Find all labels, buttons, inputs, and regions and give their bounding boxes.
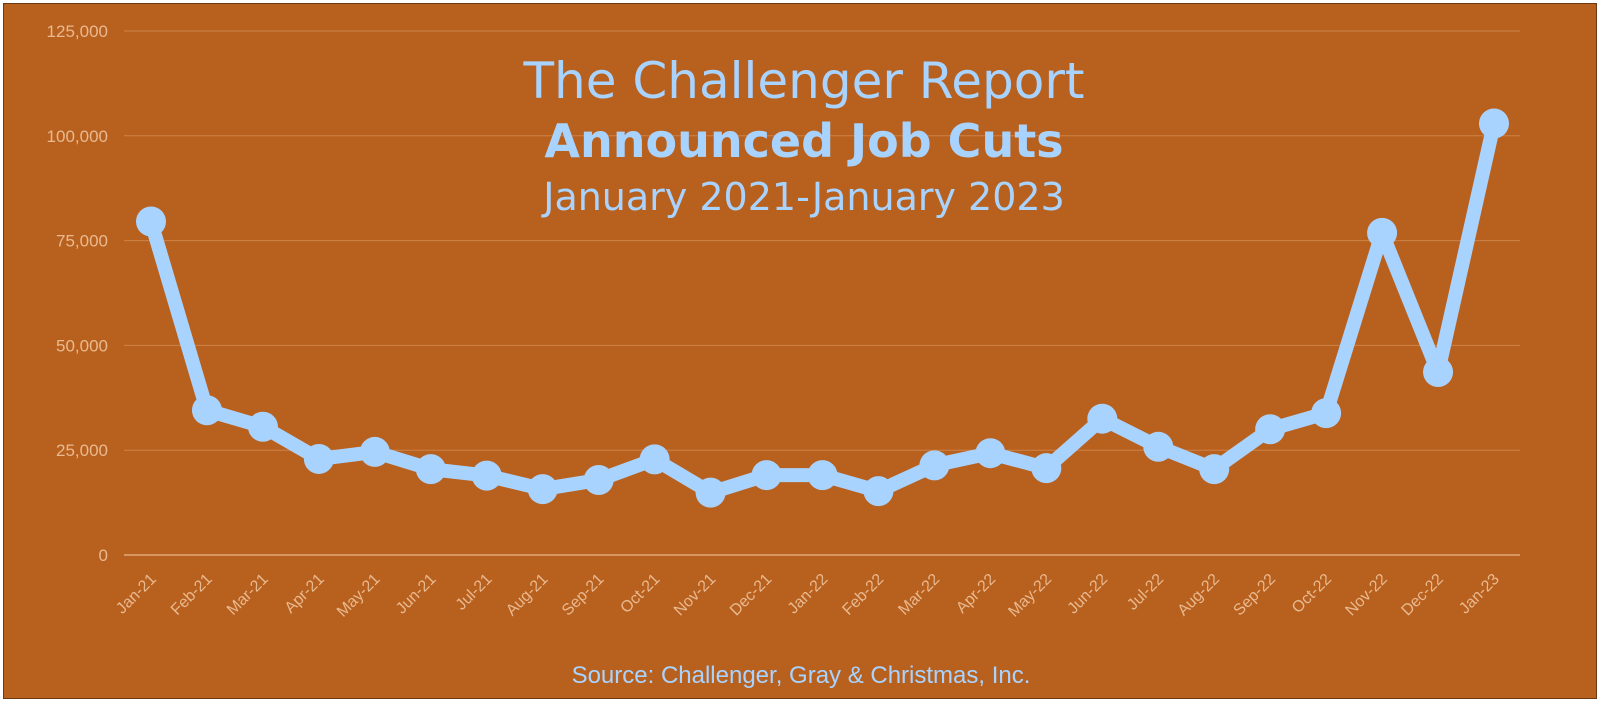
data-point-dec-22 bbox=[1423, 357, 1454, 388]
data-point-apr-22 bbox=[975, 438, 1006, 469]
y-tick-label: 25,000 bbox=[56, 441, 108, 460]
y-tick-label: 0 bbox=[99, 546, 108, 565]
chart-source: Source: Challenger, Gray & Christmas, In… bbox=[571, 662, 1031, 689]
y-tick-label: 125,000 bbox=[47, 22, 108, 41]
y-axis-tick-labels: 0 25,000 50,000 75,000 100,000 125,000 bbox=[47, 22, 108, 565]
data-point-aug-22 bbox=[1199, 454, 1230, 485]
data-point-jun-21 bbox=[415, 454, 446, 485]
y-tick-label: 50,000 bbox=[56, 336, 108, 355]
chart-title: The Challenger Report bbox=[523, 52, 1085, 110]
y-tick-label: 75,000 bbox=[56, 232, 108, 251]
data-point-sep-21 bbox=[583, 464, 614, 495]
data-point-jan-21 bbox=[136, 206, 166, 237]
data-point-oct-22 bbox=[1311, 398, 1342, 429]
data-point-apr-21 bbox=[303, 443, 334, 474]
data-point-jan-22 bbox=[807, 460, 838, 491]
data-point-jul-22 bbox=[1143, 431, 1174, 462]
data-point-nov-22 bbox=[1367, 217, 1398, 248]
data-point-jun-22 bbox=[1087, 403, 1118, 434]
data-point-feb-21 bbox=[191, 395, 222, 426]
data-point-jul-21 bbox=[471, 460, 502, 491]
chart-subtitle-bold: Announced Job Cuts bbox=[544, 114, 1064, 168]
data-point-may-22 bbox=[1031, 453, 1062, 484]
chart-subtitle: January 2021-January 2023 bbox=[543, 175, 1065, 219]
series-job-cuts bbox=[136, 108, 1509, 508]
chart-background bbox=[4, 4, 1596, 698]
data-point-mar-22 bbox=[919, 450, 950, 481]
chart-title-block: The Challenger Report Announced Job Cuts… bbox=[504, 56, 1104, 216]
data-point-oct-21 bbox=[639, 444, 670, 475]
y-tick-label: 100,000 bbox=[47, 127, 108, 146]
data-point-may-21 bbox=[359, 436, 390, 467]
data-point-mar-21 bbox=[247, 411, 278, 442]
data-point-sep-22 bbox=[1255, 414, 1286, 445]
data-point-feb-22 bbox=[863, 476, 894, 507]
data-point-aug-21 bbox=[527, 474, 558, 505]
chart-frame: 0 25,000 50,000 75,000 100,000 125,000 Jan-21… bbox=[3, 3, 1597, 699]
data-point-jan-23 bbox=[1479, 108, 1509, 139]
data-point-nov-21 bbox=[695, 477, 726, 508]
data-point-dec-21 bbox=[751, 460, 782, 491]
